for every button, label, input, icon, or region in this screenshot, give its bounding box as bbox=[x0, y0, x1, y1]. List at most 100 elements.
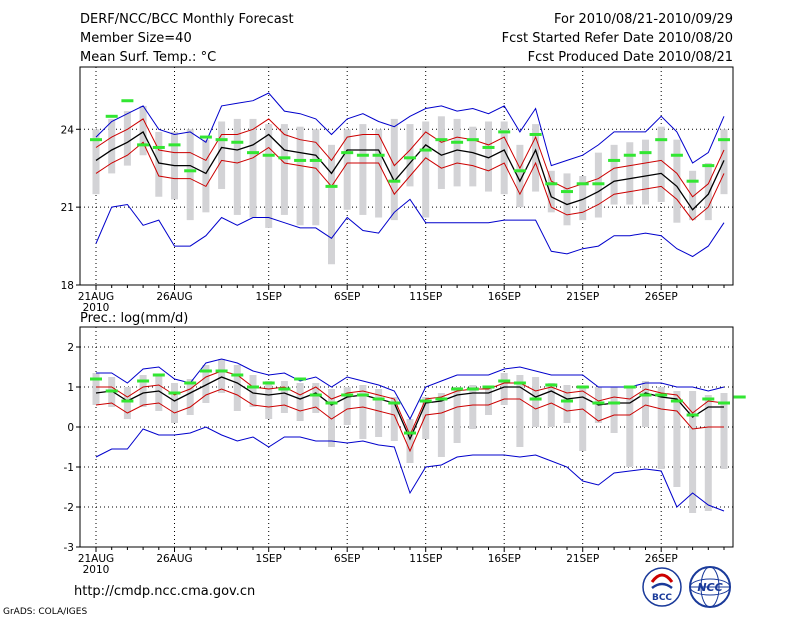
prec-ytick-label: -1 bbox=[64, 462, 74, 474]
prec-series-min bbox=[95, 426, 725, 512]
prec-xtick-label: 6SEP bbox=[334, 553, 360, 565]
prec-spread-box bbox=[186, 379, 194, 415]
ncc-logo: NCC bbox=[689, 566, 731, 608]
temp-spread-box bbox=[218, 121, 226, 189]
prec-spread-box bbox=[312, 383, 320, 413]
prec-series-mean-sd bbox=[96, 370, 725, 437]
temp-frame bbox=[79, 66, 734, 286]
temp-spread-box bbox=[296, 126, 304, 226]
temp-spread-box bbox=[202, 139, 210, 213]
temp-spread-box bbox=[704, 163, 712, 221]
prec-spread-box bbox=[673, 391, 681, 487]
ncc-logo-text: NCC bbox=[697, 581, 722, 594]
prec-spread-box bbox=[92, 373, 100, 405]
prec-spread-box bbox=[610, 387, 618, 433]
prec-spread-box bbox=[579, 387, 587, 451]
prec-xtick-label: 16SEP bbox=[488, 553, 521, 565]
temp-spread-box bbox=[265, 124, 273, 228]
prec-spread-box bbox=[375, 389, 383, 437]
temp-spread-box bbox=[343, 129, 351, 210]
prec-spread-box bbox=[453, 387, 461, 443]
temp-spread-box bbox=[689, 170, 697, 221]
temp-series-min bbox=[95, 198, 725, 258]
prec-spread-box bbox=[265, 381, 273, 419]
prec-spread-box bbox=[233, 365, 241, 411]
temp-spread-box bbox=[547, 170, 555, 213]
temp-spread-box bbox=[155, 131, 163, 197]
prec-spread-box bbox=[500, 373, 508, 405]
prec-spread-box bbox=[720, 393, 728, 469]
prec-xtick-label: 21AUG bbox=[78, 553, 114, 565]
temp-xtick-label: 11SEP bbox=[409, 291, 442, 303]
prec-spread-box bbox=[202, 365, 210, 403]
prec-spread-box bbox=[657, 387, 665, 469]
temp-spread-box bbox=[532, 124, 540, 192]
prec-xtick-label: 1SEP bbox=[256, 553, 282, 565]
temp-xtick-label: 16SEP bbox=[488, 291, 521, 303]
prec-ytick-label: -2 bbox=[64, 502, 74, 514]
temp-series-mean bbox=[95, 130, 725, 211]
temp-spread-box bbox=[610, 144, 618, 205]
prec-ytick-label: 0 bbox=[67, 422, 74, 434]
temp-spread-box bbox=[673, 139, 681, 223]
temp-spread-box bbox=[563, 173, 571, 226]
prec-spread-box bbox=[171, 383, 178, 423]
header-line2-right: Fcst Started Refer Date 2010/08/20 bbox=[502, 31, 733, 46]
temp-series-mean-sd bbox=[95, 118, 725, 198]
temp-spread-box bbox=[375, 129, 383, 218]
prec-spread-box bbox=[280, 381, 288, 413]
prec-ytick-label: -3 bbox=[64, 542, 74, 554]
prec-spread-box bbox=[218, 359, 226, 393]
prec-spread-box bbox=[469, 385, 477, 429]
prec-spread-box bbox=[704, 395, 712, 511]
temp-spread-box bbox=[579, 176, 587, 221]
prec-spread-box bbox=[516, 375, 524, 447]
prec-spread-box bbox=[296, 383, 304, 421]
grads-credit: GrADS: COLA/IGES bbox=[3, 607, 87, 617]
temp-spread-box bbox=[359, 124, 367, 215]
temp-spread-box bbox=[233, 118, 241, 215]
temp-spread-box bbox=[186, 129, 194, 221]
prec-spread-box bbox=[437, 393, 445, 457]
prec-spread-box bbox=[406, 419, 414, 463]
temp-xtick-label: 6SEP bbox=[334, 291, 360, 303]
footer-url[interactable]: http://cmdp.ncc.cma.gov.cn bbox=[74, 584, 255, 599]
prec-spread-box bbox=[123, 387, 131, 419]
prec-spread-box bbox=[547, 383, 555, 427]
temp-spread-box bbox=[139, 105, 147, 156]
temp-xtick-label: 21SEP bbox=[566, 291, 599, 303]
header-line3-right: Fcst Produced Date 2010/08/21 bbox=[528, 50, 733, 65]
header-line1-right: For 2010/08/21-2010/09/29 bbox=[554, 12, 733, 27]
temp-spread-box bbox=[249, 118, 257, 218]
prec-spread-box bbox=[328, 389, 335, 447]
temp-spread-box bbox=[123, 111, 131, 166]
temp-spread-box bbox=[516, 144, 524, 208]
header-line1-left: DERF/NCC/BCC Monthly Forecast bbox=[80, 12, 294, 27]
prec-xtick-sublabel: 2010 bbox=[83, 564, 110, 576]
prec-spread-box bbox=[485, 387, 492, 415]
bcc-logo: BCC bbox=[642, 567, 682, 607]
temp-xtick-sublabel: 2010 bbox=[83, 302, 110, 314]
temp-spread-box bbox=[626, 142, 634, 205]
prec-spread-box bbox=[642, 381, 649, 427]
temp-spread-box bbox=[422, 121, 430, 218]
prec-spread-box bbox=[390, 397, 398, 441]
bcc-logo-text: BCC bbox=[652, 593, 672, 603]
prec-xtick-label: 21SEP bbox=[566, 553, 599, 565]
temp-spread-box bbox=[485, 121, 492, 192]
temp-spread-box bbox=[642, 139, 649, 205]
prec-xtick-label: 26SEP bbox=[645, 553, 678, 565]
header-line2-left: Member Size=40 bbox=[80, 31, 192, 46]
temp-spread-box bbox=[328, 144, 335, 265]
temp-spread-box bbox=[437, 116, 445, 189]
prec-ytick-label: 1 bbox=[67, 382, 74, 394]
prec-spread-box bbox=[139, 375, 147, 407]
prec-xtick-label: 11SEP bbox=[409, 553, 442, 565]
prec-ytick-label: 2 bbox=[67, 342, 74, 354]
prec-series-mean-sd bbox=[95, 388, 724, 453]
temp-ytick-label: 21 bbox=[61, 202, 74, 214]
temp-xtick-label: 26SEP bbox=[645, 291, 678, 303]
